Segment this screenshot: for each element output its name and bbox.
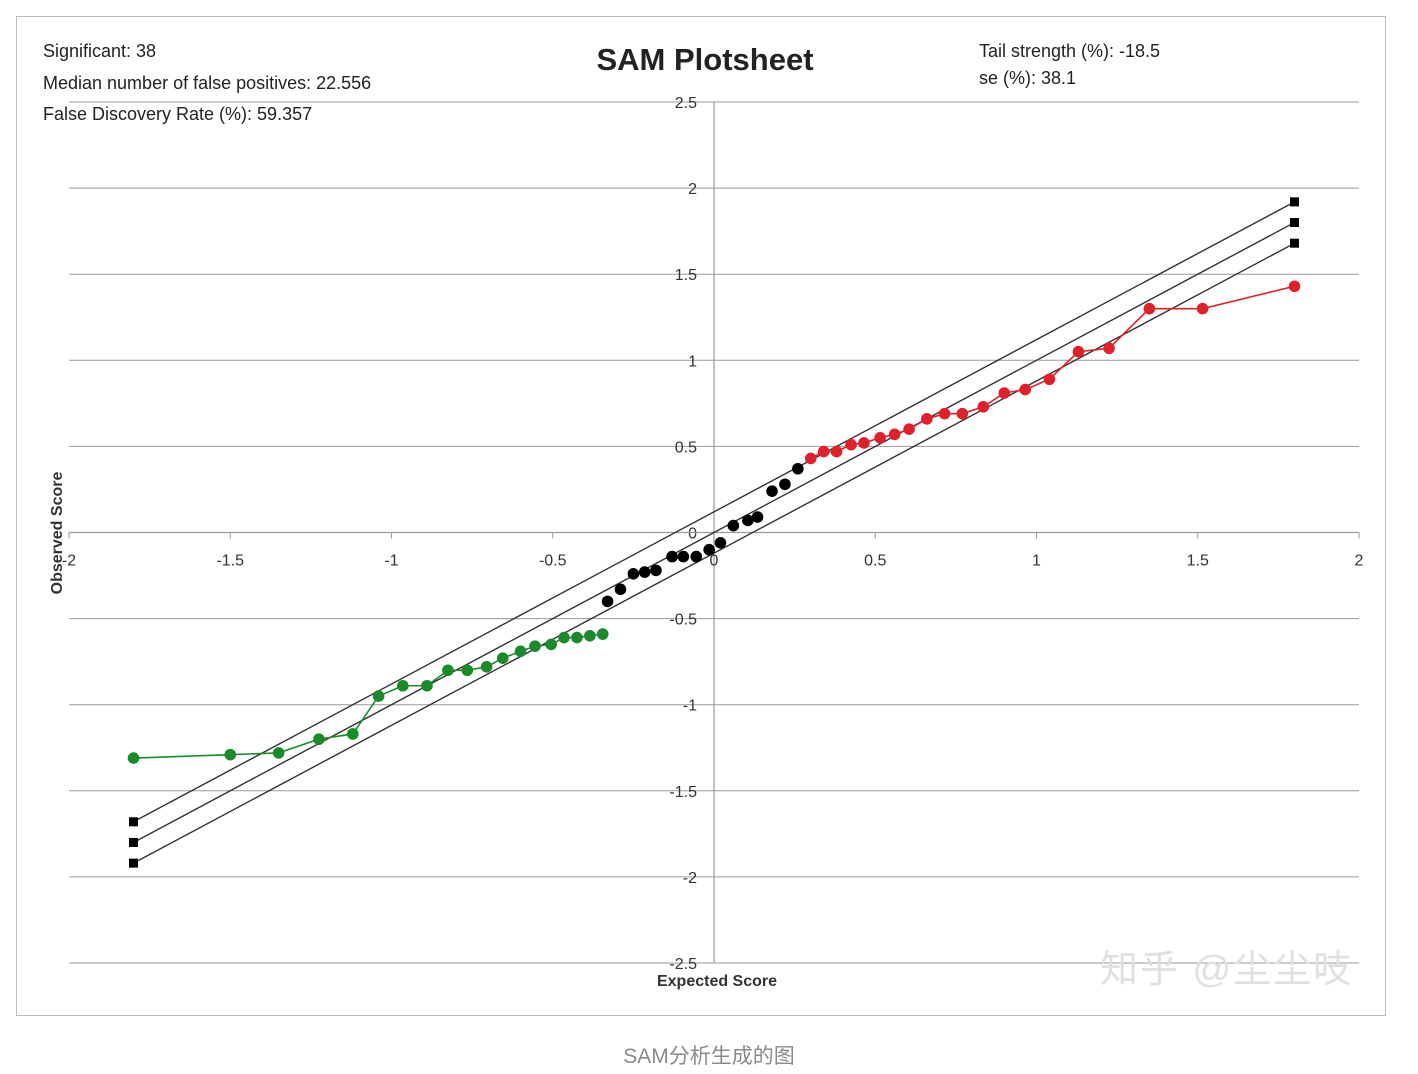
black-point — [650, 564, 662, 577]
y-tick-label: 0.5 — [675, 439, 697, 456]
stat-se: se (%): 38.1 — [979, 68, 1077, 88]
green-point — [558, 631, 570, 644]
x-tick-label: -0.5 — [539, 553, 567, 570]
y-tick-label: -2.5 — [669, 956, 697, 973]
green-point — [127, 752, 140, 764]
reference-line — [133, 201, 1295, 823]
stat-median-false-positives: Median number of false positives: 22.556 — [43, 73, 372, 93]
reference-line-endpoint — [129, 837, 138, 847]
red-point — [874, 431, 886, 444]
reference-line — [133, 242, 1295, 864]
reference-line-endpoint — [129, 858, 138, 868]
green-point — [529, 640, 541, 652]
y-tick-label: -1.5 — [669, 784, 697, 801]
y-tick-label: 2.5 — [675, 95, 697, 112]
y-tick-label: 0 — [688, 526, 697, 543]
red-point — [1288, 280, 1301, 293]
green-point — [480, 661, 493, 673]
green-point — [272, 747, 285, 759]
green-point — [396, 679, 409, 692]
black-point — [727, 519, 740, 532]
green-point — [571, 631, 583, 644]
stat-significant: Significant: 38 — [43, 41, 157, 61]
black-point — [714, 537, 727, 549]
reference-line-endpoint — [1290, 197, 1299, 207]
green-point — [496, 652, 509, 665]
red-point — [921, 413, 933, 425]
x-tick-label: 1 — [1032, 553, 1041, 570]
y-tick-label: 2 — [688, 181, 697, 198]
y-tick-label: -0.5 — [669, 612, 697, 629]
red-point — [1072, 345, 1085, 358]
black-point — [601, 595, 614, 608]
green-point — [442, 664, 454, 677]
reference-line-endpoint — [129, 817, 138, 827]
red-point — [858, 437, 870, 449]
red-point — [998, 387, 1011, 399]
x-tick-label: 1.5 — [1187, 553, 1209, 570]
red-point — [817, 445, 830, 458]
x-tick-label: -2 — [62, 553, 76, 570]
black-point — [690, 550, 703, 563]
red-point — [845, 438, 857, 451]
y-tick-label: 1 — [688, 353, 697, 370]
watermark: 知乎 @尘尘吱 — [1100, 949, 1354, 991]
x-tick-label: 0 — [710, 553, 719, 570]
green-point — [584, 630, 596, 642]
green-point — [224, 748, 237, 761]
black-point — [766, 485, 778, 497]
red-point — [938, 407, 951, 420]
y-axis-title: Observed Score — [49, 472, 66, 595]
figure-caption: SAM分析生成的图 — [623, 1045, 795, 1068]
red-point — [956, 407, 969, 420]
black-point — [666, 550, 678, 563]
red-point — [1043, 373, 1056, 386]
chart-frame: -2.5 -2 -1.5 -1 -0.5 0 0.5 1 1.5 2 2.5 -2 -1.5 -1 -0.5… — [16, 16, 1386, 1016]
red-point — [888, 428, 901, 441]
stat-tail-strength: Tail strength (%): -18.5 — [979, 41, 1161, 61]
red-point — [1143, 302, 1156, 315]
x-axis-title: Expected Score — [657, 973, 777, 990]
red-point — [1196, 302, 1209, 315]
x-tick-label: 2 — [1355, 553, 1364, 570]
stat-false-discovery-rate: False Discovery Rate (%): 59.357 — [43, 104, 313, 124]
green-point — [421, 679, 433, 692]
green-point — [313, 733, 325, 745]
black-point — [677, 550, 690, 563]
black-point — [779, 478, 791, 491]
green-point — [372, 690, 385, 702]
reference-line — [133, 221, 1295, 844]
red-point — [1103, 342, 1115, 355]
red-point — [903, 423, 915, 435]
black-point — [638, 566, 651, 578]
black-point — [627, 568, 640, 580]
y-tick-label: 1.5 — [675, 267, 697, 284]
red-point — [830, 445, 843, 458]
y-tick-label: -1 — [683, 698, 697, 715]
red-point — [804, 452, 817, 465]
green-point — [461, 664, 474, 677]
y-tick-label: -2 — [683, 870, 697, 887]
sam-plot: -2.5 -2 -1.5 -1 -0.5 0 0.5 1 1.5 2 2.5 -2 -1.5 -1 -0.5… — [49, 42, 1364, 990]
green-point — [596, 628, 609, 640]
black-point — [703, 543, 715, 556]
red-point — [1019, 383, 1032, 396]
black-point — [792, 462, 804, 475]
black-point — [742, 514, 754, 527]
x-tick-label: -1 — [384, 553, 398, 570]
black-point — [751, 511, 764, 523]
chart-title: SAM Plotsheet — [596, 42, 813, 77]
x-tick-label: -1.5 — [216, 553, 244, 570]
green-point — [347, 728, 359, 740]
red-point — [977, 400, 990, 413]
reference-line-endpoint — [1290, 218, 1299, 228]
reference-line-endpoint — [1290, 238, 1299, 248]
green-point — [545, 638, 557, 651]
green-point — [514, 645, 527, 658]
x-tick-label: 0.5 — [864, 553, 886, 570]
black-point — [614, 583, 627, 596]
